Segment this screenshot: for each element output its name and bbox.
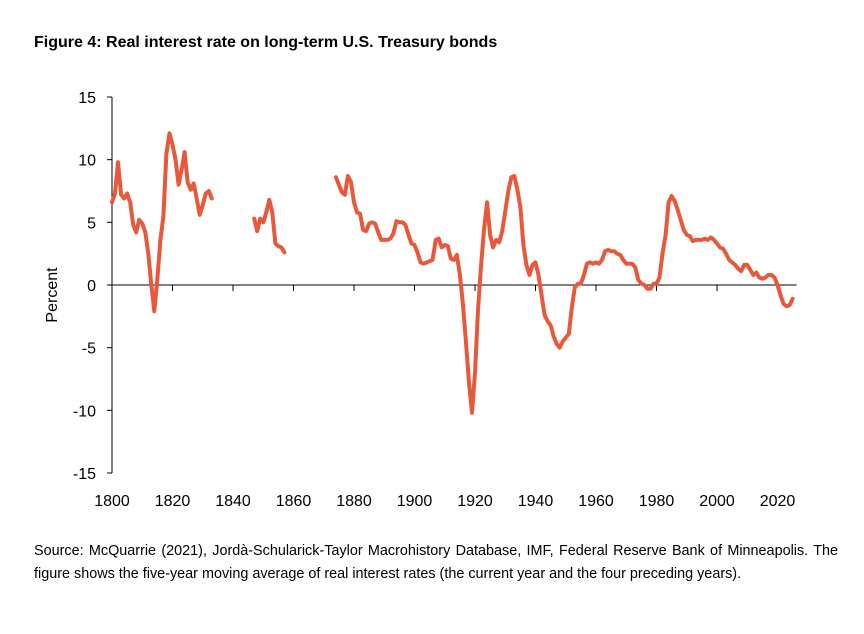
chart-series — [110, 131, 795, 415]
x-tick-label: 2000 — [699, 493, 735, 510]
x-tick-label: 1840 — [215, 493, 251, 510]
x-tick-label: 2020 — [760, 493, 796, 510]
y-tick-label: 0 — [87, 278, 96, 295]
series-line-segment — [333, 174, 795, 415]
x-tick-label: 1820 — [155, 493, 191, 510]
series-line-segment — [252, 197, 287, 255]
source-note: Source: McQuarrie (2021), Jordà-Schulari… — [34, 543, 838, 582]
x-tick-label: 1960 — [578, 493, 614, 510]
series-line-segment — [110, 131, 214, 314]
x-tick-label: 1940 — [518, 493, 554, 510]
y-axis-title: Percent — [44, 267, 61, 323]
y-tick-label: 5 — [87, 215, 96, 232]
x-tick-label: 1800 — [94, 493, 130, 510]
page-title: Figure 4: Real interest rate on long-ter… — [34, 34, 498, 51]
x-tick-label: 1920 — [457, 493, 493, 510]
chart-axes: 15 10 5 0 -5 -10 -15 1800 1820 1840 1860 1880 1900 19… — [44, 90, 797, 510]
x-tick-label: 1860 — [276, 493, 312, 510]
y-tick-label: -5 — [82, 341, 96, 358]
y-tick-label: 10 — [78, 153, 96, 170]
x-tick-label: 1980 — [639, 493, 675, 510]
y-tick-label: -15 — [73, 466, 96, 483]
x-tick-label: 1880 — [336, 493, 372, 510]
y-tick-label: 15 — [78, 90, 96, 107]
x-tick-label: 1900 — [397, 493, 433, 510]
y-tick-label: -10 — [73, 403, 96, 420]
